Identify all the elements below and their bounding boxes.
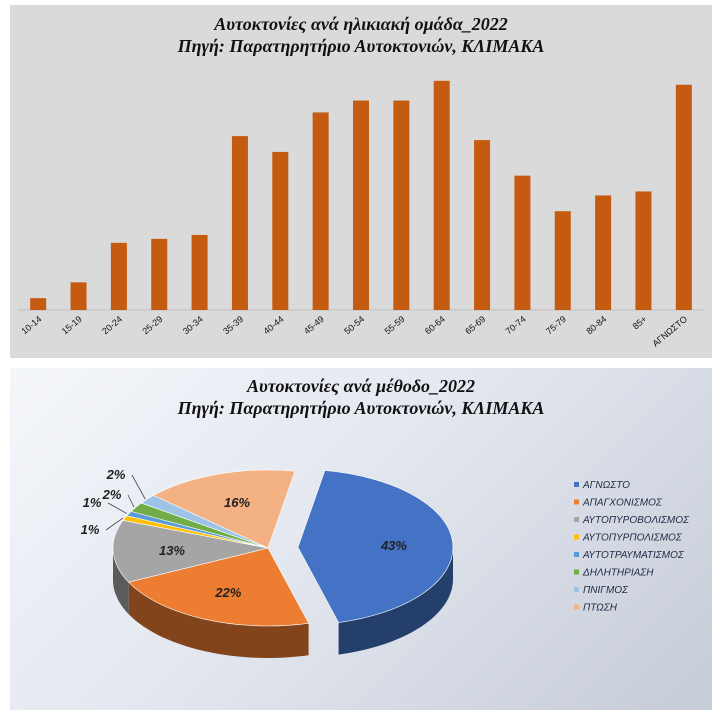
pie-wall-ΑΠΑΓΧΟΝΙΣΜΟΣ — [128, 582, 309, 658]
pie-pct-label: 22% — [214, 585, 241, 600]
legend-label-ΑΥΤΟΠΥΡΠΟΛΙΣΜΟΣ: ΑΥΤΟΠΥΡΠΟΛΙΣΜΟΣ — [582, 533, 683, 544]
pie-pct-label: 2% — [102, 487, 122, 502]
legend-swatch-ΠΝΙΓΜΟΣ — [574, 587, 579, 592]
x-tick-label: 85+ — [631, 314, 649, 331]
legend-swatch-ΑΥΤΟΠΥΡΟΒΟΛΙΣΜΟΣ — [574, 517, 579, 522]
legend-swatch-ΠΤΩΣΗ — [574, 604, 579, 610]
pie-chart-subtitle: Πηγή: Παρατηρητήριο Αυτοκτονιών, ΚΛΙΜΑΚΑ — [177, 398, 545, 418]
pie-pct-label: 1% — [81, 522, 100, 537]
pie-pct-label: 43% — [380, 538, 407, 553]
bar-10-14 — [30, 298, 47, 310]
bar-chart-subtitle: Πηγή: Παρατηρητήριο Αυτοκτονιών, ΚΛΙΜΑΚΑ — [177, 36, 545, 56]
legend-label-ΑΥΤΟΠΥΡΟΒΟΛΙΣΜΟΣ: ΑΥΤΟΠΥΡΟΒΟΛΙΣΜΟΣ — [582, 515, 690, 526]
x-tick-label: ΑΓΝΩΣΤΟ — [650, 314, 689, 349]
bar-55-59 — [393, 100, 410, 310]
x-tick-label: 40-44 — [262, 314, 286, 336]
pie-slice-ΑΥΤΟΠΥΡΟΒΟΛΙΣΜΟΣ — [112, 519, 269, 583]
bar-85+ — [635, 191, 652, 310]
legend-label-ΠΤΩΣΗ: ΠΤΩΣΗ — [583, 603, 618, 614]
bar-30-34 — [191, 234, 208, 310]
pie-slice-ΑΠΑΓΧΟΝΙΣΜΟΣ — [128, 547, 310, 627]
legend-label-ΠΝΙΓΜΟΣ: ΠΝΙΓΜΟΣ — [583, 585, 629, 596]
age-group-bar-chart: Αυτοκτονίες ανά ηλικιακή ομάδα_2022 Πηγή… — [10, 5, 712, 358]
pie-pct-label: 2% — [106, 467, 126, 482]
bar-65-69 — [474, 140, 491, 310]
pie-pct-label: 16% — [224, 495, 250, 510]
pie-pct-label: 1% — [83, 495, 102, 510]
pie-slice-ΑΓΝΩΣΤΟ — [297, 470, 454, 623]
legend-swatch-ΔΗΛΗΤΗΡΙΑΣΗ — [574, 569, 579, 575]
pie-wall-ΑΓΝΩΣΤΟ — [338, 547, 453, 655]
legend-label-ΑΓΝΩΣΤΟ: ΑΓΝΩΣΤΟ — [582, 480, 630, 491]
legend-label-ΑΥΤΟΤΡΑΥΜΑΤΙΣΜΟΣ: ΑΥΤΟΤΡΑΥΜΑΤΙΣΜΟΣ — [582, 550, 685, 561]
bar-35-39 — [231, 136, 248, 310]
method-pie-chart: Αυτοκτονίες ανά μέθοδο_2022 Πηγή: Παρατη… — [10, 368, 712, 710]
bar-80-84 — [595, 195, 612, 310]
x-tick-label: 75-79 — [544, 314, 568, 336]
bar-40-44 — [272, 151, 289, 310]
legend-swatch-ΑΥΤΟΠΥΡΠΟΛΙΣΜΟΣ — [574, 534, 579, 540]
bar-20-24 — [110, 242, 127, 310]
bar-15-19 — [70, 282, 87, 310]
legend-swatch-ΑΠΑΓΧΟΝΙΣΜΟΣ — [574, 499, 579, 505]
bar-ΑΓΝΩΣΤΟ — [675, 84, 692, 311]
x-tick-label: 70-74 — [504, 314, 528, 336]
x-tick-label: 20-24 — [100, 314, 124, 336]
pie-chart-title: Αυτοκτονίες ανά μέθοδο_2022 — [246, 376, 476, 396]
legend-swatch-ΑΓΝΩΣΤΟ — [574, 482, 579, 487]
bar-75-79 — [554, 211, 571, 310]
bar-70-74 — [514, 175, 531, 310]
bar-45-49 — [312, 112, 329, 310]
x-tick-label: 45-49 — [302, 314, 326, 336]
x-tick-label: 30-34 — [181, 314, 205, 336]
x-tick-label: 15-19 — [60, 314, 84, 336]
bar-50-54 — [353, 100, 369, 310]
pie-leader-line — [127, 494, 135, 508]
x-tick-label: 50-54 — [342, 314, 366, 336]
pie-leader-line — [107, 502, 128, 514]
x-tick-label: 10-14 — [19, 314, 43, 336]
bar-25-29 — [151, 238, 168, 310]
x-tick-label: 25-29 — [140, 314, 164, 336]
x-tick-label: 60-64 — [423, 314, 447, 336]
legend-swatch-ΑΥΤΟΤΡΑΥΜΑΤΙΣΜΟΣ — [574, 552, 579, 557]
legend-label-ΑΠΑΓΧΟΝΙΣΜΟΣ: ΑΠΑΓΧΟΝΙΣΜΟΣ — [582, 498, 663, 509]
pie-leader-line — [131, 474, 146, 500]
pie-slice-ΠΤΩΣΗ — [152, 469, 296, 549]
x-tick-label: 35-39 — [221, 314, 245, 336]
pie-chart-plot: 43%22%13%1%1%2%2%16%ΑΓΝΩΣΤΟΑΠΑΓΧΟΝΙΣΜΟΣΑ… — [81, 467, 690, 658]
pie-wall-ΑΥΤΟΠΥΡΟΒΟΛΙΣΜΟΣ — [113, 548, 129, 615]
bar-60-64 — [433, 80, 450, 310]
bar-chart-plot: 10-14 15-19 20-24 25-29 30-34 35-39 40-44 45-49… — [18, 80, 704, 349]
pie-leader-line — [105, 517, 124, 531]
x-tick-label: 80-84 — [584, 314, 608, 336]
pie-pct-label: 13% — [159, 543, 185, 558]
x-tick-label: 65-69 — [463, 314, 487, 336]
bar-chart-title: Αυτοκτονίες ανά ηλικιακή ομάδα_2022 — [214, 14, 508, 34]
x-tick-label: 55-59 — [383, 314, 407, 336]
legend-label-ΔΗΛΗΤΗΡΙΑΣΗ: ΔΗΛΗΤΗΡΙΑΣΗ — [582, 568, 654, 579]
